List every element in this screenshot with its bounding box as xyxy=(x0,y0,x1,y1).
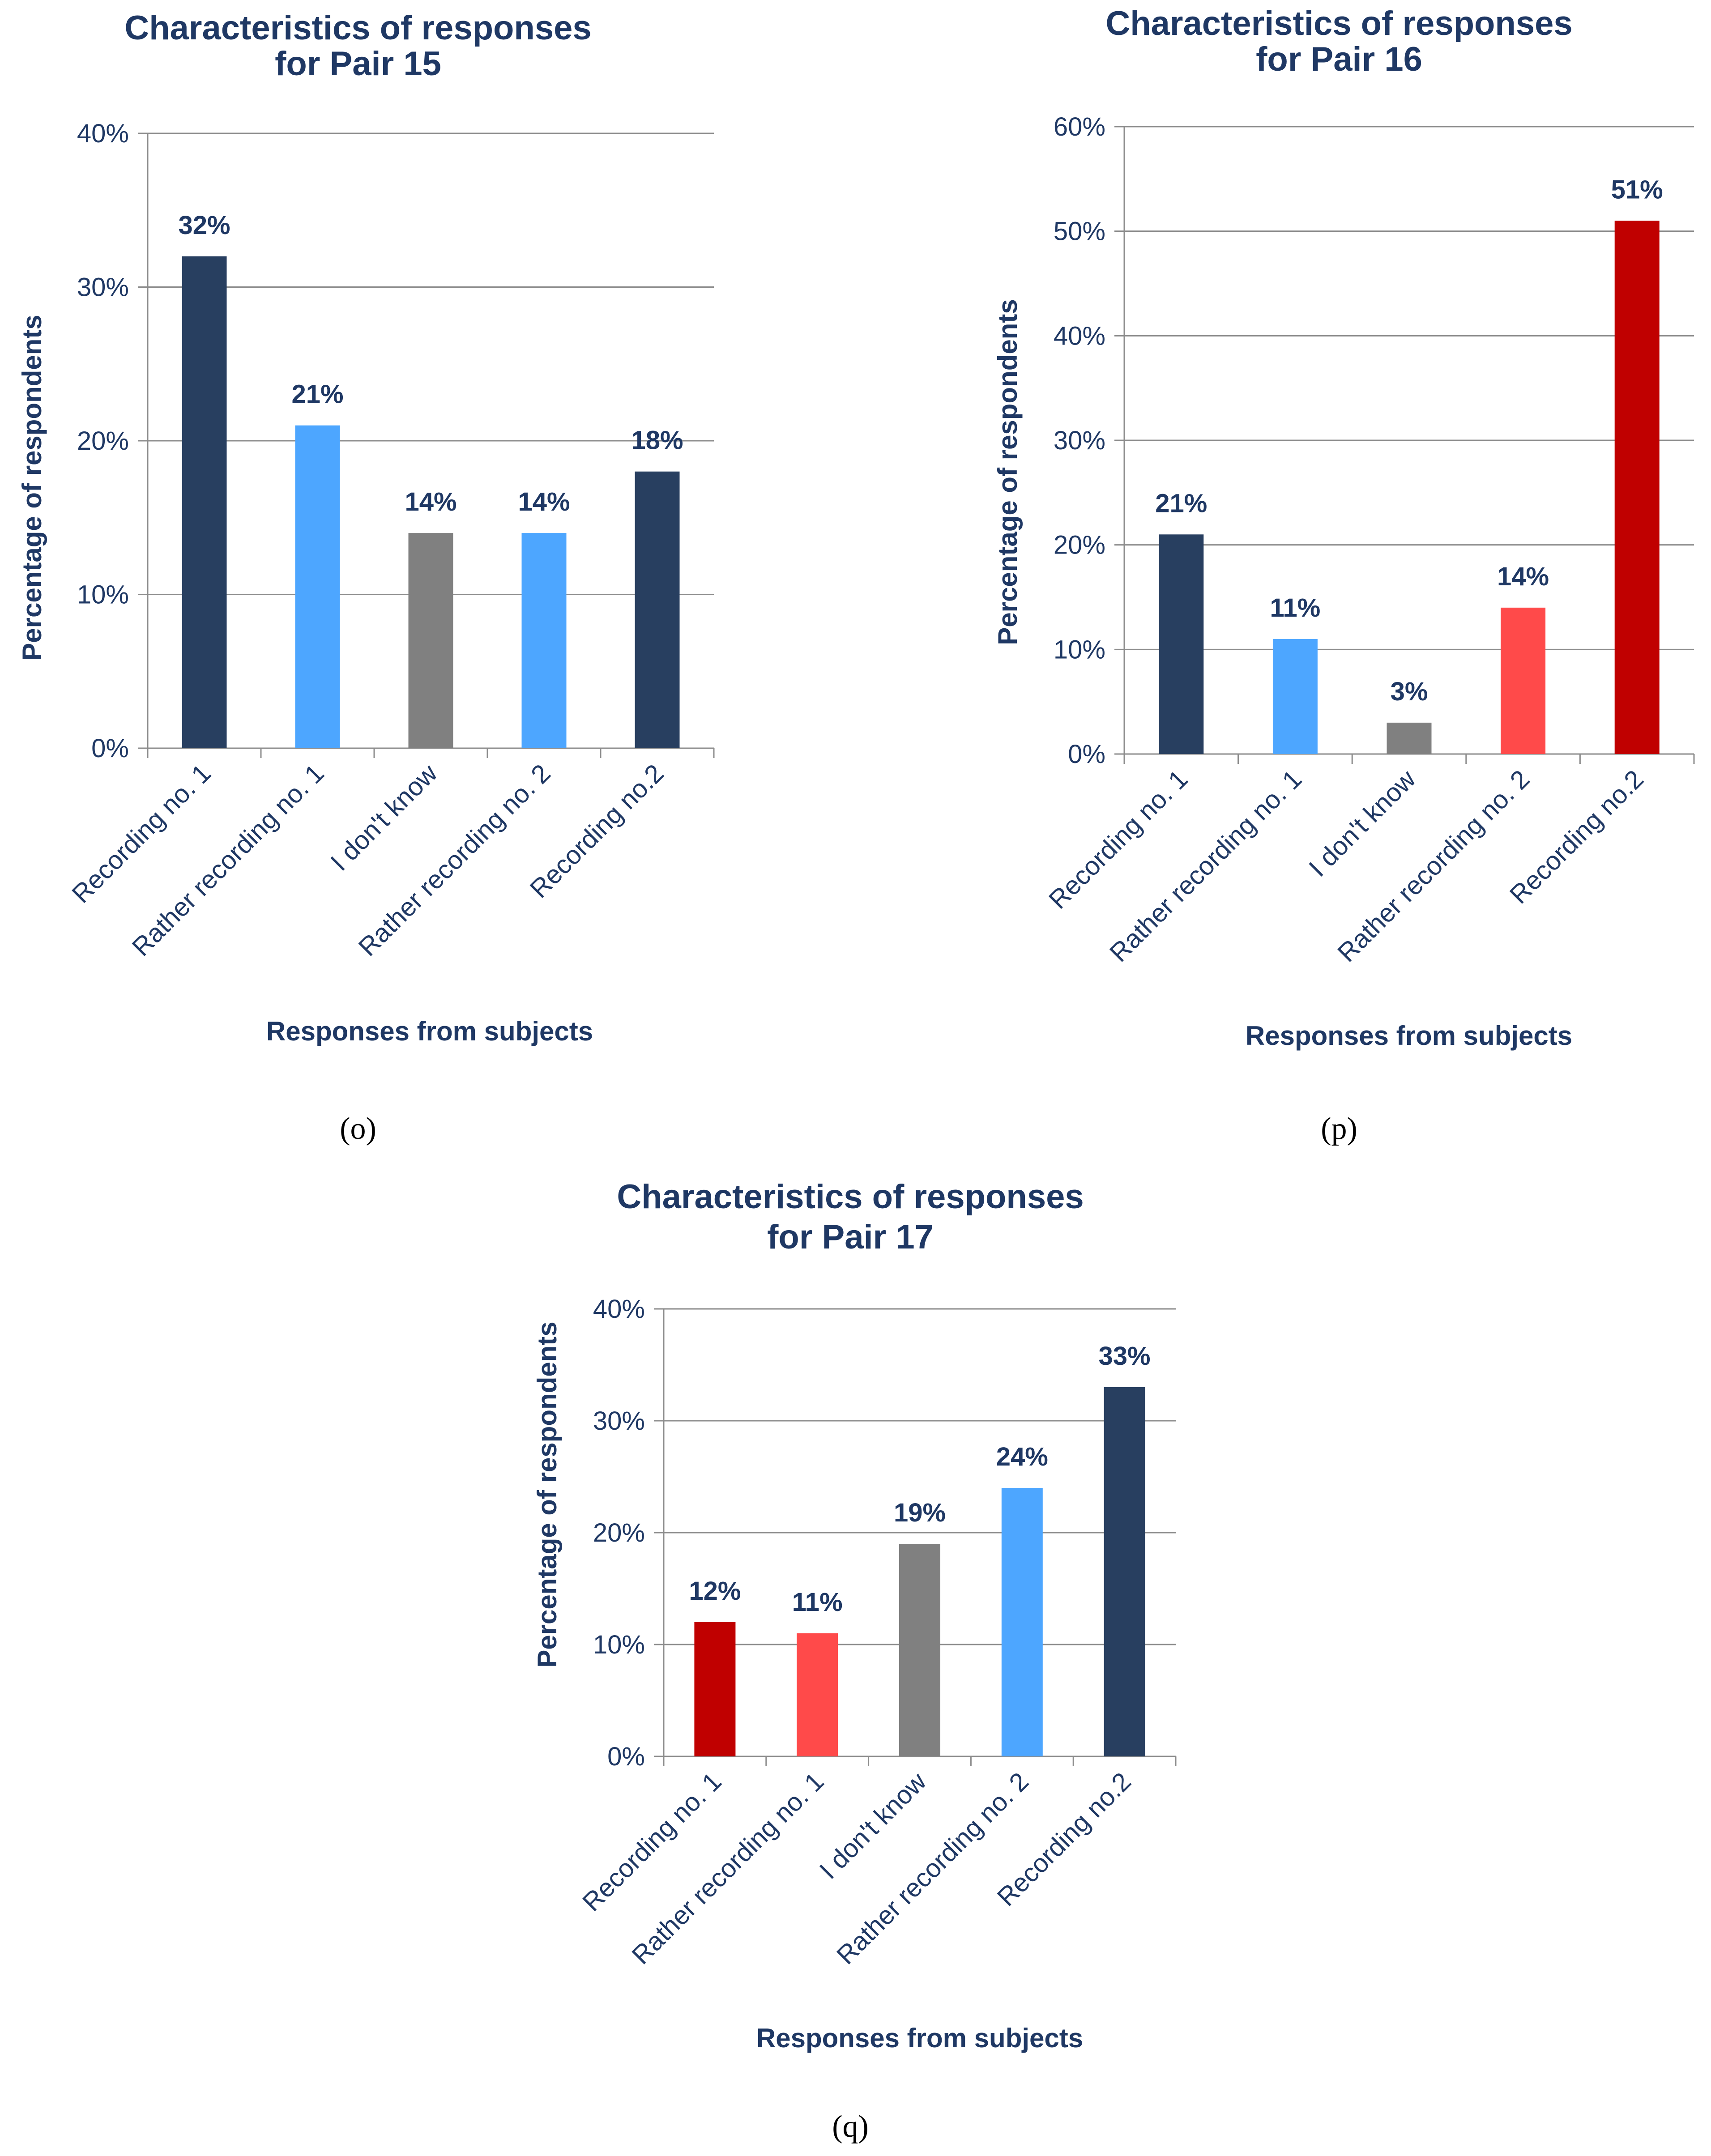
panel-caption: (o) xyxy=(340,1112,376,1146)
bar xyxy=(635,471,680,748)
panel-caption: (q) xyxy=(832,2109,869,2144)
data-label: 3% xyxy=(1391,677,1428,706)
bar xyxy=(182,256,227,748)
data-label: 11% xyxy=(792,1588,843,1617)
bar xyxy=(1001,1488,1043,1756)
bar xyxy=(408,533,453,748)
data-label: 18% xyxy=(631,426,683,455)
y-tick-label: 0% xyxy=(607,1742,645,1771)
chart-pair-16: Characteristics of responses for Pair 16… xyxy=(993,4,1695,1146)
data-label: 14% xyxy=(518,487,570,516)
data-label: 19% xyxy=(894,1498,946,1527)
grid-lines xyxy=(138,132,715,758)
data-label: 21% xyxy=(291,380,343,409)
chart-title-line-1: Characteristics of responses xyxy=(124,9,591,47)
bar xyxy=(1387,722,1432,754)
x-tick-label: Rather recording no. 1 xyxy=(626,1767,829,1970)
bar xyxy=(899,1544,940,1756)
y-tick-label: 20% xyxy=(593,1518,645,1547)
y-tick-label: 30% xyxy=(1054,426,1105,455)
y-tick-label: 40% xyxy=(593,1295,645,1324)
y-tick-label: 30% xyxy=(77,273,129,302)
chart-title-line-2: for Pair 16 xyxy=(1256,40,1422,78)
data-labels: 12% 11% 19% 24% 33% xyxy=(689,1342,1150,1617)
x-tick-label: Rather recording no. 1 xyxy=(1104,764,1307,967)
bar xyxy=(797,1633,838,1756)
chart-pair-15: Characteristics of responses for Pair 15… xyxy=(17,9,715,1146)
x-axis-title: Responses from subjects xyxy=(1246,1021,1572,1051)
y-tick-label: 20% xyxy=(77,426,129,456)
x-tick-label: Rather recording no. 2 xyxy=(353,758,556,962)
chart-pair-17: Characteristics of responses for Pair 17… xyxy=(532,1178,1177,2144)
bar xyxy=(694,1622,736,1756)
data-labels: 32% 21% 14% 14% 18% xyxy=(178,211,683,516)
x-tick-label: Rather recording no. 2 xyxy=(1332,764,1535,967)
y-axis-title: Percentage of respondents xyxy=(17,315,47,661)
bar xyxy=(1104,1387,1145,1756)
x-tick-label: I don't know xyxy=(1303,764,1421,882)
data-label: 24% xyxy=(996,1442,1048,1471)
x-axis-title: Responses from subjects xyxy=(266,1016,593,1046)
bar xyxy=(295,425,340,748)
data-label: 12% xyxy=(689,1577,741,1606)
bar xyxy=(1159,534,1204,754)
x-tick-label: Rather recording no. 1 xyxy=(127,758,330,962)
y-axis-title: Percentage of respondents xyxy=(532,1321,562,1668)
chart-title-line-2: for Pair 15 xyxy=(275,45,441,83)
bars xyxy=(694,1387,1145,1756)
chart-title-line-1: Characteristics of responses xyxy=(617,1178,1084,1216)
y-tick-labels: 0% 10% 20% 30% 40% 50% 60% xyxy=(1054,112,1105,769)
bars xyxy=(182,256,680,748)
y-tick-label: 50% xyxy=(1054,217,1105,246)
y-tick-label: 10% xyxy=(1054,635,1105,664)
y-tick-label: 60% xyxy=(1054,112,1105,141)
y-tick-label: 0% xyxy=(91,734,129,763)
panel-caption: (p) xyxy=(1321,1112,1357,1146)
data-label: 51% xyxy=(1611,175,1663,204)
bar xyxy=(1501,607,1546,754)
y-tick-label: 30% xyxy=(593,1406,645,1436)
y-tick-labels: 0% 10% 20% 30% 40% xyxy=(77,119,129,763)
y-tick-label: 40% xyxy=(77,119,129,148)
chart-title-line-1: Characteristics of responses xyxy=(1105,4,1572,43)
bars xyxy=(1159,221,1660,754)
y-axis-title: Percentage of respondents xyxy=(993,299,1023,645)
data-label: 33% xyxy=(1099,1342,1151,1371)
bar xyxy=(521,533,567,748)
data-label: 32% xyxy=(178,211,230,240)
y-tick-label: 40% xyxy=(1054,321,1105,350)
bar xyxy=(1614,221,1660,754)
chart-title-line-2: for Pair 17 xyxy=(767,1218,934,1256)
x-axis-title: Responses from subjects xyxy=(756,2023,1083,2053)
y-tick-label: 20% xyxy=(1054,531,1105,560)
grid-lines xyxy=(1114,126,1695,764)
bar xyxy=(1272,639,1318,754)
data-label: 21% xyxy=(1155,489,1207,518)
data-label: 14% xyxy=(1497,562,1549,591)
data-label: 11% xyxy=(1270,593,1320,622)
y-tick-label: 10% xyxy=(77,580,129,609)
y-tick-label: 0% xyxy=(1068,740,1105,769)
y-tick-labels: 0% 10% 20% 30% 40% xyxy=(593,1295,645,1771)
y-tick-label: 10% xyxy=(593,1630,645,1659)
data-labels: 21% 11% 3% 14% 51% xyxy=(1155,175,1663,706)
x-tick-label: Rather recording no. 2 xyxy=(831,1767,1034,1970)
x-tick-label: I don't know xyxy=(325,758,443,876)
data-label: 14% xyxy=(405,487,457,516)
